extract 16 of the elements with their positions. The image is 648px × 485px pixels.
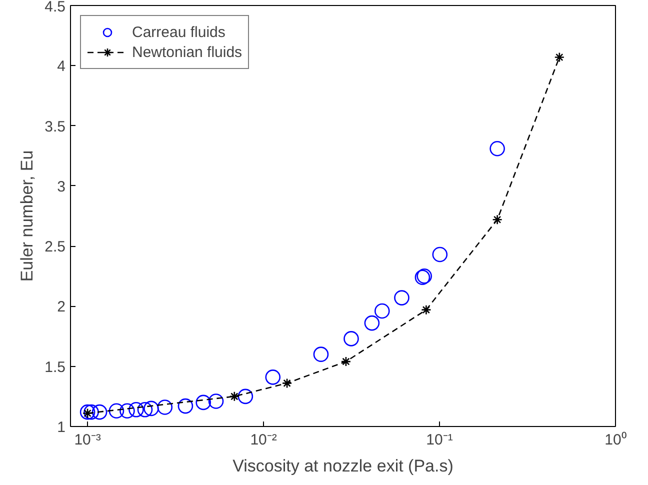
y-tick-label: 4 [57,58,66,76]
legend-label: Newtonian fluids [132,44,242,60]
y-tick-label: 1 [57,419,66,436]
y-tick-label: 3.5 [44,118,66,136]
x-tick-label: 10⁻¹ [426,432,453,448]
y-axis-title: Euler number, Eu [18,150,37,282]
x-tick-label: 10⁰ [604,432,626,448]
y-tick-label: 4.5 [44,0,66,16]
y-tick-label: 1.5 [44,358,66,376]
x-tick-label: 10⁻³ [74,432,101,448]
y-tick-label: 3 [57,178,66,196]
x-axis-title: Viscosity at nozzle exit (Pa.s) [232,456,454,476]
y-tick-label: 2 [57,298,66,316]
y-tick-label: 2.5 [44,238,66,256]
x-tick-label: 10⁻² [250,432,277,448]
legend-label: Carreau fluids [132,24,226,40]
